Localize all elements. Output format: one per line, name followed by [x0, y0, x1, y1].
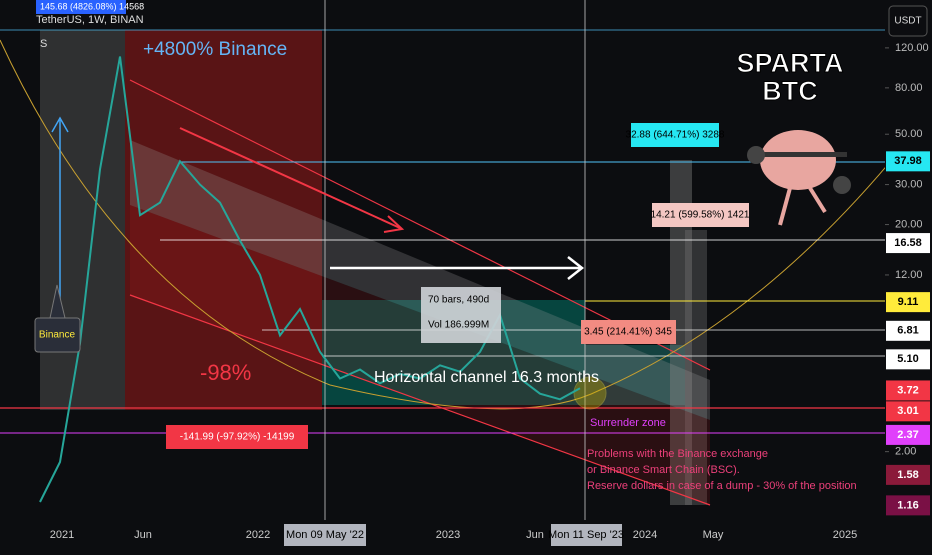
price-tag	[886, 424, 930, 445]
price-tag	[886, 349, 930, 370]
price-axis	[885, 0, 932, 550]
range-box	[421, 287, 501, 343]
price-tag-label: 6.81	[897, 325, 918, 337]
logo: SPARTA	[737, 48, 844, 78]
note-line: Problems with the Binance exchange	[587, 448, 768, 460]
channel-line	[129, 294, 711, 506]
note-line: or Binance Smart Chain (BSC).	[587, 464, 740, 476]
pin-pointer	[49, 284, 66, 319]
measure-box	[36, 0, 126, 14]
rally-label: +4800% Binance	[143, 39, 287, 60]
channel-label: Horizontal channel 16.3 months	[374, 369, 599, 386]
cursor-label: Mon 09 May '22	[286, 529, 364, 541]
price-tag	[886, 320, 930, 341]
measure-label: -141.99 (-97.92%) -14199	[180, 432, 295, 443]
cursor-box	[284, 524, 366, 546]
time-label: 2024	[633, 529, 657, 541]
target-box	[631, 123, 719, 147]
drop-label: -98%	[200, 360, 251, 385]
note-line: Reserve dollars in case of a dump - 30% …	[587, 480, 857, 492]
range-volume: Vol 186.999M	[428, 320, 489, 331]
cursor-label: Mon 11 Sep '23	[548, 529, 624, 541]
price-tag-label: 2.37	[897, 429, 918, 441]
time-label: May	[703, 529, 724, 541]
target-label: 32.88 (644.71%) 3288	[626, 130, 725, 141]
price-tag	[886, 380, 930, 401]
price-tag-label: 37.98	[894, 155, 922, 167]
cursor-box	[551, 524, 622, 546]
time-label: Jun	[526, 529, 544, 541]
pin-label: Binance	[39, 330, 76, 341]
price-tick-label: 12.00	[895, 269, 923, 281]
highlight-circle	[573, 376, 607, 410]
measure-box	[166, 425, 308, 449]
price-tag-label: 9.11	[898, 296, 919, 308]
zone-label: Surrender zone	[590, 417, 666, 429]
rally-zone	[40, 30, 125, 410]
price-tag	[886, 495, 930, 516]
logo: BTC	[762, 76, 818, 106]
price-tick-label: 120.00	[895, 42, 929, 54]
descending-channel	[130, 140, 710, 420]
price-tag	[886, 151, 930, 172]
arrowhead	[567, 256, 585, 280]
price-tag	[886, 292, 930, 313]
price-tag-label: 1.16	[897, 499, 918, 511]
currency-button[interactable]	[888, 5, 928, 37]
price-tick-label: 20.00	[895, 218, 923, 230]
time-label: 2023	[436, 529, 460, 541]
price-tag-label: 3.72	[897, 384, 918, 396]
price-tag-label: 5.10	[897, 353, 918, 365]
time-label: 2021	[50, 529, 74, 541]
arrowhead	[383, 215, 405, 233]
arrow	[179, 127, 401, 229]
price-tick-label: 80.00	[895, 82, 923, 94]
price-tag	[886, 464, 930, 485]
price-tick-label: 50.00	[895, 128, 923, 140]
projection-bar	[670, 160, 692, 505]
time-label: Jun	[134, 529, 152, 541]
target-label: 14.21 (599.58%) 1421	[651, 210, 750, 221]
target-box	[652, 203, 749, 227]
price-tag	[886, 401, 930, 422]
brain-mascot	[747, 130, 851, 226]
symbol-title: TetherUS, 1W, BINAN	[36, 14, 144, 26]
time-label: 2025	[833, 529, 857, 541]
price-tag-label: 3.01	[897, 405, 918, 417]
currency-label: USDT	[894, 16, 921, 27]
price-tag	[886, 233, 930, 254]
descending-channel-lower	[130, 205, 710, 505]
price-tag-label: 16.58	[894, 237, 922, 249]
price-tick-label: 30.00	[895, 178, 923, 190]
indicator-label: S	[40, 38, 47, 50]
price-tag-label: 1.58	[897, 469, 918, 481]
price-axis-layer: 120.00 80.00 50.00 30.00 20.00 12.00 2.00 37.98…	[885, 42, 930, 516]
time-axis	[0, 520, 932, 550]
time-label: 2022	[246, 529, 270, 541]
target-label: 3.45 (214.41%) 345	[584, 327, 672, 338]
price-tick-label: 2.00	[895, 446, 916, 458]
target-box	[581, 320, 676, 344]
measure-label: 145.68 (4826.08%) 14568	[40, 1, 144, 11]
range-bars: 70 bars, 490d	[428, 295, 489, 306]
projection-bar	[685, 230, 707, 505]
arrowhead	[51, 116, 69, 133]
